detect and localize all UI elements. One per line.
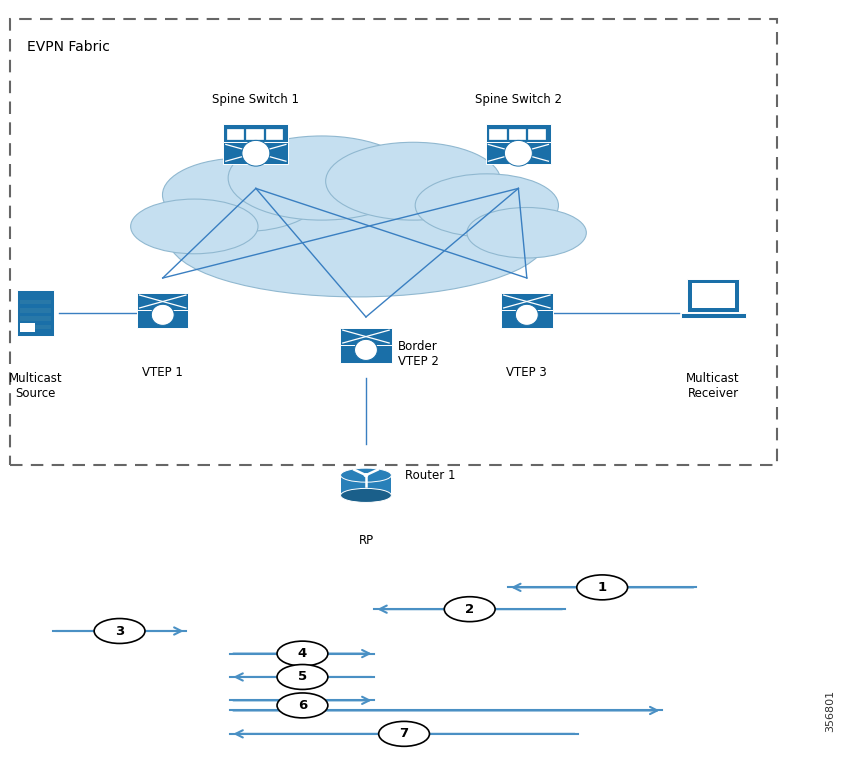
Text: Multicast
Source: Multicast Source xyxy=(8,371,63,400)
FancyBboxPatch shape xyxy=(224,142,288,163)
Circle shape xyxy=(151,304,174,325)
Text: VTEP 3: VTEP 3 xyxy=(507,366,547,379)
FancyBboxPatch shape xyxy=(20,324,35,332)
FancyBboxPatch shape xyxy=(340,328,392,346)
Ellipse shape xyxy=(162,158,321,231)
Text: 7: 7 xyxy=(400,727,409,741)
Ellipse shape xyxy=(341,468,391,482)
FancyBboxPatch shape xyxy=(341,475,391,496)
Ellipse shape xyxy=(277,693,328,718)
FancyBboxPatch shape xyxy=(20,325,51,329)
Circle shape xyxy=(364,473,368,477)
Ellipse shape xyxy=(228,136,415,220)
Text: Spine Switch 2: Spine Switch 2 xyxy=(475,92,562,106)
Text: RP: RP xyxy=(359,533,373,547)
FancyBboxPatch shape xyxy=(502,292,552,310)
FancyBboxPatch shape xyxy=(502,310,552,328)
Ellipse shape xyxy=(415,174,558,237)
Ellipse shape xyxy=(341,489,391,502)
Circle shape xyxy=(515,304,538,325)
Ellipse shape xyxy=(378,721,429,746)
Circle shape xyxy=(504,141,532,166)
Text: 2: 2 xyxy=(465,603,474,615)
FancyBboxPatch shape xyxy=(692,283,734,307)
Text: Border
VTEP 2: Border VTEP 2 xyxy=(398,340,439,368)
FancyBboxPatch shape xyxy=(528,129,546,141)
Text: 4: 4 xyxy=(298,647,307,660)
FancyBboxPatch shape xyxy=(137,292,189,310)
FancyBboxPatch shape xyxy=(20,317,51,321)
FancyBboxPatch shape xyxy=(246,129,264,141)
FancyBboxPatch shape xyxy=(485,124,551,142)
FancyBboxPatch shape xyxy=(489,129,507,141)
Text: 356801: 356801 xyxy=(825,690,835,731)
FancyBboxPatch shape xyxy=(688,279,739,311)
Ellipse shape xyxy=(94,619,145,644)
Text: 6: 6 xyxy=(298,699,307,712)
FancyBboxPatch shape xyxy=(681,313,745,318)
FancyBboxPatch shape xyxy=(265,129,283,141)
Ellipse shape xyxy=(577,575,627,600)
Ellipse shape xyxy=(326,142,501,220)
Text: EVPN Fabric: EVPN Fabric xyxy=(27,41,110,55)
Text: VTEP 1: VTEP 1 xyxy=(142,366,183,379)
FancyBboxPatch shape xyxy=(508,129,526,141)
Text: Multicast
Receiver: Multicast Receiver xyxy=(686,371,740,400)
FancyBboxPatch shape xyxy=(227,129,245,141)
Circle shape xyxy=(242,141,269,166)
Ellipse shape xyxy=(168,181,547,297)
Ellipse shape xyxy=(277,641,328,666)
Text: 5: 5 xyxy=(298,670,307,683)
Ellipse shape xyxy=(467,207,586,258)
Ellipse shape xyxy=(445,597,495,622)
FancyBboxPatch shape xyxy=(485,142,551,163)
FancyBboxPatch shape xyxy=(17,289,54,336)
Text: Spine Switch 1: Spine Switch 1 xyxy=(212,92,299,106)
FancyBboxPatch shape xyxy=(224,124,288,142)
FancyBboxPatch shape xyxy=(20,300,51,304)
FancyBboxPatch shape xyxy=(340,346,392,363)
Ellipse shape xyxy=(131,199,258,254)
Circle shape xyxy=(354,339,377,361)
Text: 3: 3 xyxy=(115,625,124,637)
Text: Router 1: Router 1 xyxy=(405,468,456,482)
Text: 1: 1 xyxy=(598,581,607,594)
FancyBboxPatch shape xyxy=(137,310,189,328)
FancyBboxPatch shape xyxy=(20,308,51,313)
Ellipse shape xyxy=(277,665,328,690)
